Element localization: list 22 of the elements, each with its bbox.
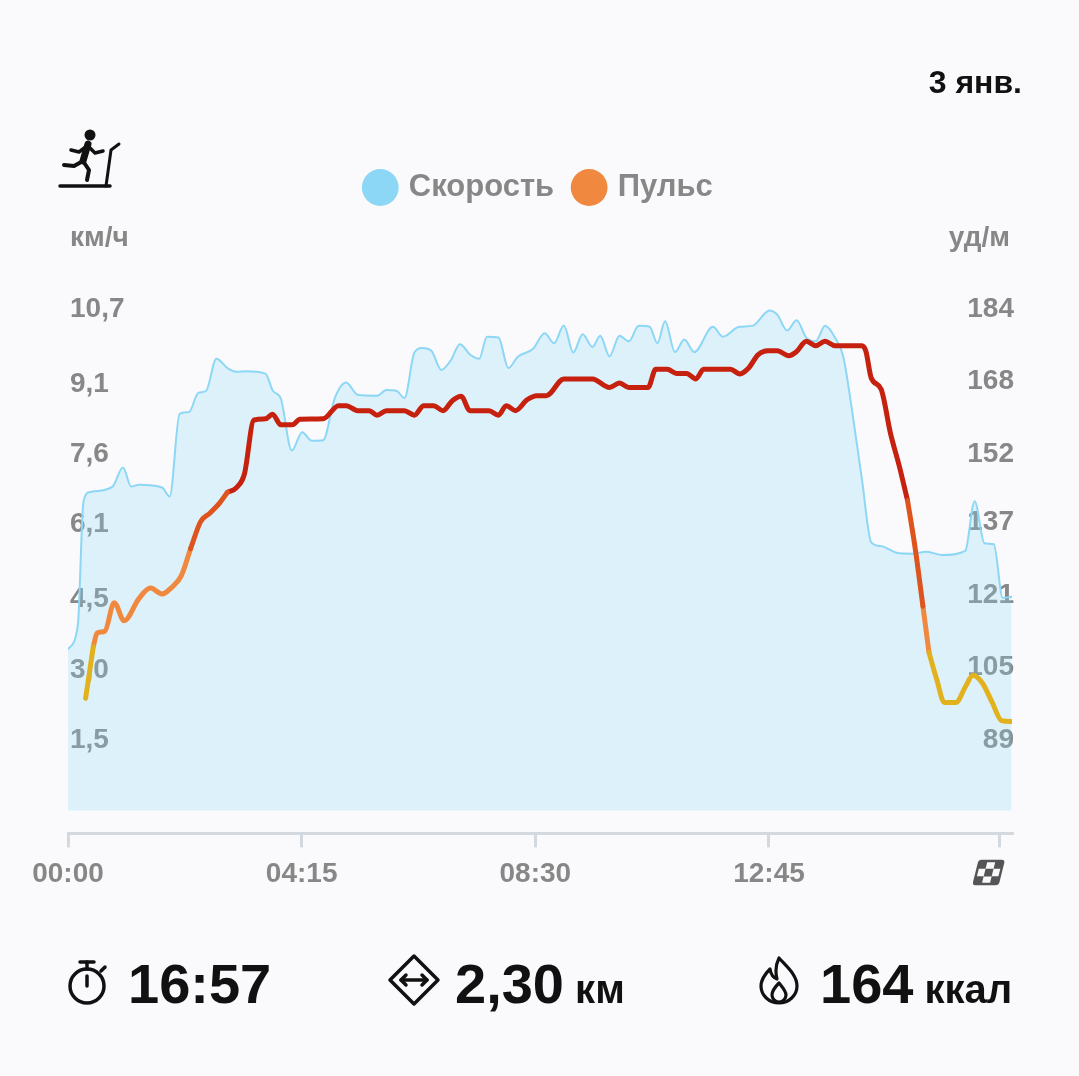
y-tick-label: 10,7: [70, 291, 125, 323]
x-tick-label: 12:45: [733, 856, 805, 888]
y-tick-label: 9,1: [70, 366, 109, 398]
y2-tick-label: 152: [967, 436, 1014, 468]
x-tick-label: 00:00: [32, 856, 104, 888]
y2-tick-label: 168: [967, 364, 1014, 396]
y2-axis-title: уд/м: [948, 220, 1010, 252]
legend-label: Скорость: [408, 168, 555, 204]
y2-tick-label: 121: [967, 577, 1014, 609]
y2-tick-label: 184: [967, 291, 1015, 323]
y-tick-label: 7,6: [70, 436, 109, 468]
text: 2,30 км: [455, 952, 625, 1017]
text: 16:57: [128, 952, 272, 1016]
y2-tick-label: 89: [982, 722, 1014, 754]
legend-label: Пульс: [617, 168, 713, 204]
y-tick-label: 1,5: [70, 722, 109, 754]
y2-tick-label: 105: [967, 650, 1014, 682]
text: 164 ккал: [820, 952, 1013, 1017]
text: 3 янв.: [928, 64, 1022, 100]
y-axis-title: км/ч: [70, 220, 129, 252]
x-tick-label: 08:30: [499, 856, 572, 888]
x-tick-label: 04:15: [265, 856, 338, 888]
